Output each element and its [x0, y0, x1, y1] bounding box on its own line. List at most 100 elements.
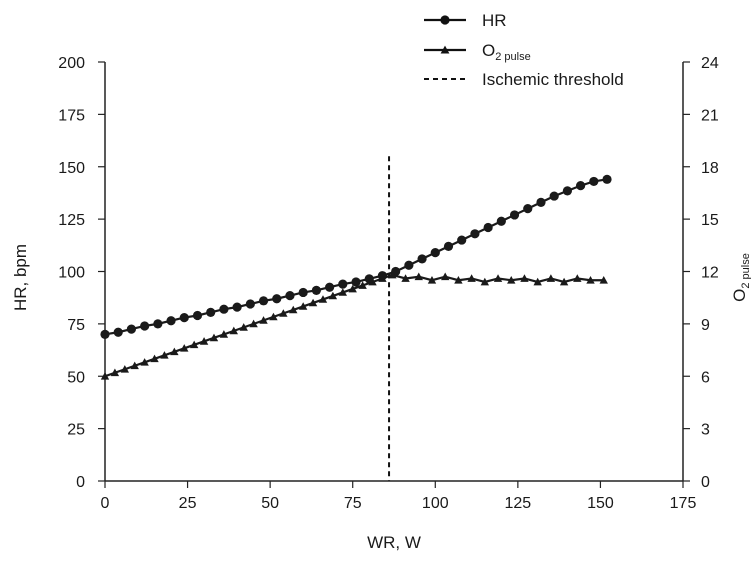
- data-point: [130, 361, 139, 370]
- data-point: [467, 274, 476, 282]
- data-point: [404, 260, 414, 270]
- data-point: [457, 235, 467, 245]
- x-tick-label: 100: [422, 495, 449, 512]
- series-line: [104, 178, 608, 336]
- data-point: [219, 330, 229, 338]
- y-tick-label: 100: [58, 265, 85, 282]
- data-point: [388, 270, 397, 279]
- data-point: [368, 277, 377, 286]
- y-tick-label: 200: [58, 55, 85, 72]
- data-point: [523, 204, 533, 214]
- data-point: [308, 298, 318, 307]
- series-layer: [100, 174, 612, 380]
- data-point: [546, 274, 556, 282]
- data-point: [440, 272, 450, 281]
- x-tick-label: 125: [505, 495, 532, 512]
- data-point: [189, 340, 199, 349]
- data-point: [414, 272, 423, 281]
- data-point: [430, 248, 440, 258]
- y-tick-label: 75: [67, 317, 85, 334]
- data-point: [209, 333, 219, 342]
- data-point: [549, 191, 559, 201]
- data-point: [219, 304, 229, 314]
- y-ticks-right: 0 3 6 9 12 15 18 21 24: [683, 55, 719, 491]
- data-point: [289, 305, 298, 314]
- data-point: [599, 276, 608, 284]
- data-point: [573, 274, 582, 282]
- x-ticks: 0 25 50 75 100 125 150 175: [101, 481, 697, 512]
- data-point: [401, 274, 410, 282]
- y-tick-label: 125: [58, 212, 85, 229]
- data-point: [559, 277, 569, 286]
- legend-item: HR: [424, 11, 507, 30]
- y2-tick-label: 24: [701, 55, 719, 72]
- data-point: [100, 329, 110, 339]
- x-tick-label: 0: [101, 495, 110, 512]
- data-point: [576, 181, 586, 191]
- data-point: [562, 186, 573, 196]
- legend-label-sub: 2 pulse: [495, 51, 530, 63]
- y-axis-right-label-sub: 2 pulse: [740, 253, 751, 288]
- legend-label-main: HR: [482, 11, 507, 30]
- y2-tick-label: 0: [701, 474, 710, 491]
- data-point: [100, 372, 110, 380]
- data-point: [338, 279, 348, 289]
- data-point: [239, 323, 248, 331]
- data-point: [170, 347, 179, 356]
- data-point: [483, 222, 493, 233]
- x-tick-label: 75: [344, 495, 362, 512]
- data-point: [507, 276, 516, 284]
- data-point: [192, 310, 203, 321]
- legend-circle-marker: [440, 15, 450, 25]
- y-tick-label: 150: [58, 160, 85, 177]
- data-point: [324, 282, 335, 292]
- data-point: [417, 254, 427, 264]
- data-point: [520, 274, 529, 282]
- data-point: [311, 285, 321, 295]
- data-point: [232, 302, 242, 312]
- legend-label: Ischemic threshold: [482, 70, 624, 89]
- y2-tick-label: 21: [701, 107, 719, 124]
- data-point: [348, 284, 357, 293]
- data-point: [140, 321, 150, 331]
- data-point: [358, 281, 367, 289]
- legend-item: Ischemic threshold: [424, 70, 624, 89]
- x-tick-label: 175: [670, 495, 697, 512]
- data-point: [179, 312, 189, 323]
- legend-label-main: O: [482, 41, 495, 60]
- data-point: [602, 174, 612, 184]
- y2-tick-label: 6: [701, 369, 710, 386]
- data-point: [166, 316, 176, 326]
- data-point: [589, 176, 599, 187]
- series-hr: [100, 174, 612, 339]
- data-point: [259, 316, 268, 324]
- y-tick-label: 0: [76, 474, 85, 491]
- y2-tick-label: 15: [701, 212, 719, 229]
- series-line: [104, 273, 604, 378]
- y-tick-label: 25: [67, 422, 85, 439]
- legend: HR O2 pulse Ischemic threshold: [424, 11, 624, 89]
- data-point: [113, 327, 123, 337]
- y2-tick-label: 12: [701, 265, 719, 282]
- data-point: [249, 319, 258, 328]
- legend-label: O2 pulse: [482, 41, 531, 63]
- data-point: [229, 326, 239, 335]
- y-axis-right-label: O2 pulse: [730, 253, 751, 302]
- data-point: [351, 277, 361, 287]
- data-point: [427, 276, 437, 284]
- data-point: [493, 274, 503, 282]
- x-axis-label: WR, W: [367, 533, 421, 552]
- data-point: [269, 312, 278, 321]
- data-point: [318, 295, 328, 303]
- data-point: [536, 197, 546, 207]
- data-point: [199, 337, 209, 345]
- data-point: [480, 277, 490, 286]
- data-point: [126, 324, 137, 334]
- data-point: [279, 309, 288, 317]
- legend-label-main: Ischemic threshold: [482, 70, 624, 89]
- data-point: [258, 296, 269, 306]
- x-tick-label: 50: [261, 495, 279, 512]
- data-point: [160, 351, 169, 359]
- data-point: [285, 290, 295, 301]
